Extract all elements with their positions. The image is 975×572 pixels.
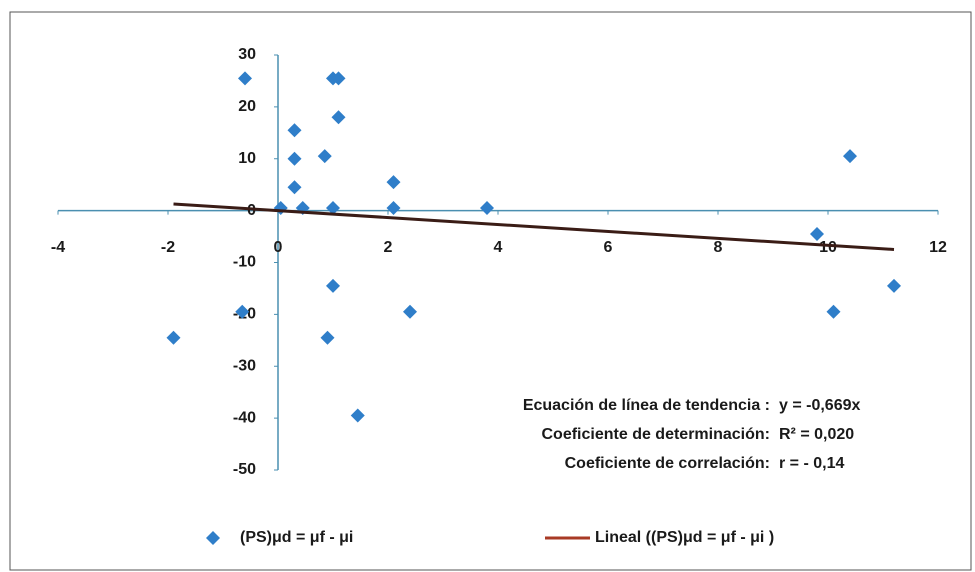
point [350, 408, 365, 423]
x-tick-label: 10 [819, 239, 837, 256]
y-tick-label: -10 [233, 254, 256, 271]
legend-label: (PS)μd = μf - μi [240, 529, 353, 546]
point [810, 226, 824, 241]
y-tick-label: -30 [233, 357, 256, 374]
point [843, 149, 857, 164]
point [238, 71, 252, 86]
point [287, 151, 302, 166]
annotation-value: R² = 0,020 [779, 426, 854, 443]
y-tick-label: -50 [233, 461, 256, 478]
point [826, 304, 841, 319]
point [326, 201, 340, 216]
x-tick-label: -2 [161, 239, 175, 256]
y-tick-label: -40 [233, 409, 256, 426]
y-tick-label: 30 [238, 46, 256, 63]
point [317, 149, 332, 164]
annotation-value: y = -0,669x [779, 397, 861, 414]
x-tick-label: 6 [604, 239, 613, 256]
x-tick-label: 2 [384, 239, 393, 256]
legend-marker [206, 531, 220, 545]
annotation-label: Ecuación de línea de tendencia : [523, 397, 770, 414]
point [235, 304, 250, 319]
annotation-label: Coeficiente de correlación: [565, 455, 770, 472]
point [331, 71, 346, 86]
x-tick-label: 8 [714, 239, 723, 256]
x-tick-label: 12 [929, 239, 947, 256]
legend-label: Lineal ((PS)μd = μf - μi ) [595, 529, 774, 546]
point [166, 330, 181, 345]
point [386, 201, 401, 216]
point [386, 175, 401, 190]
point [887, 278, 901, 293]
annotation-value: r = - 0,14 [779, 455, 844, 472]
point [326, 278, 340, 293]
x-tick-label: -4 [51, 239, 65, 256]
point [331, 110, 346, 125]
point [403, 304, 417, 319]
x-tick-label: 4 [494, 239, 503, 256]
annotation-label: Coeficiente de determinación: [542, 426, 771, 443]
trend-line [173, 202, 895, 251]
chart-border [9, 11, 972, 571]
point [320, 330, 335, 345]
x-tick-label: 0 [274, 239, 283, 256]
point [287, 180, 302, 195]
point [287, 123, 302, 138]
y-tick-label: 10 [238, 150, 256, 167]
point [480, 201, 494, 216]
y-tick-label: 20 [238, 98, 256, 115]
